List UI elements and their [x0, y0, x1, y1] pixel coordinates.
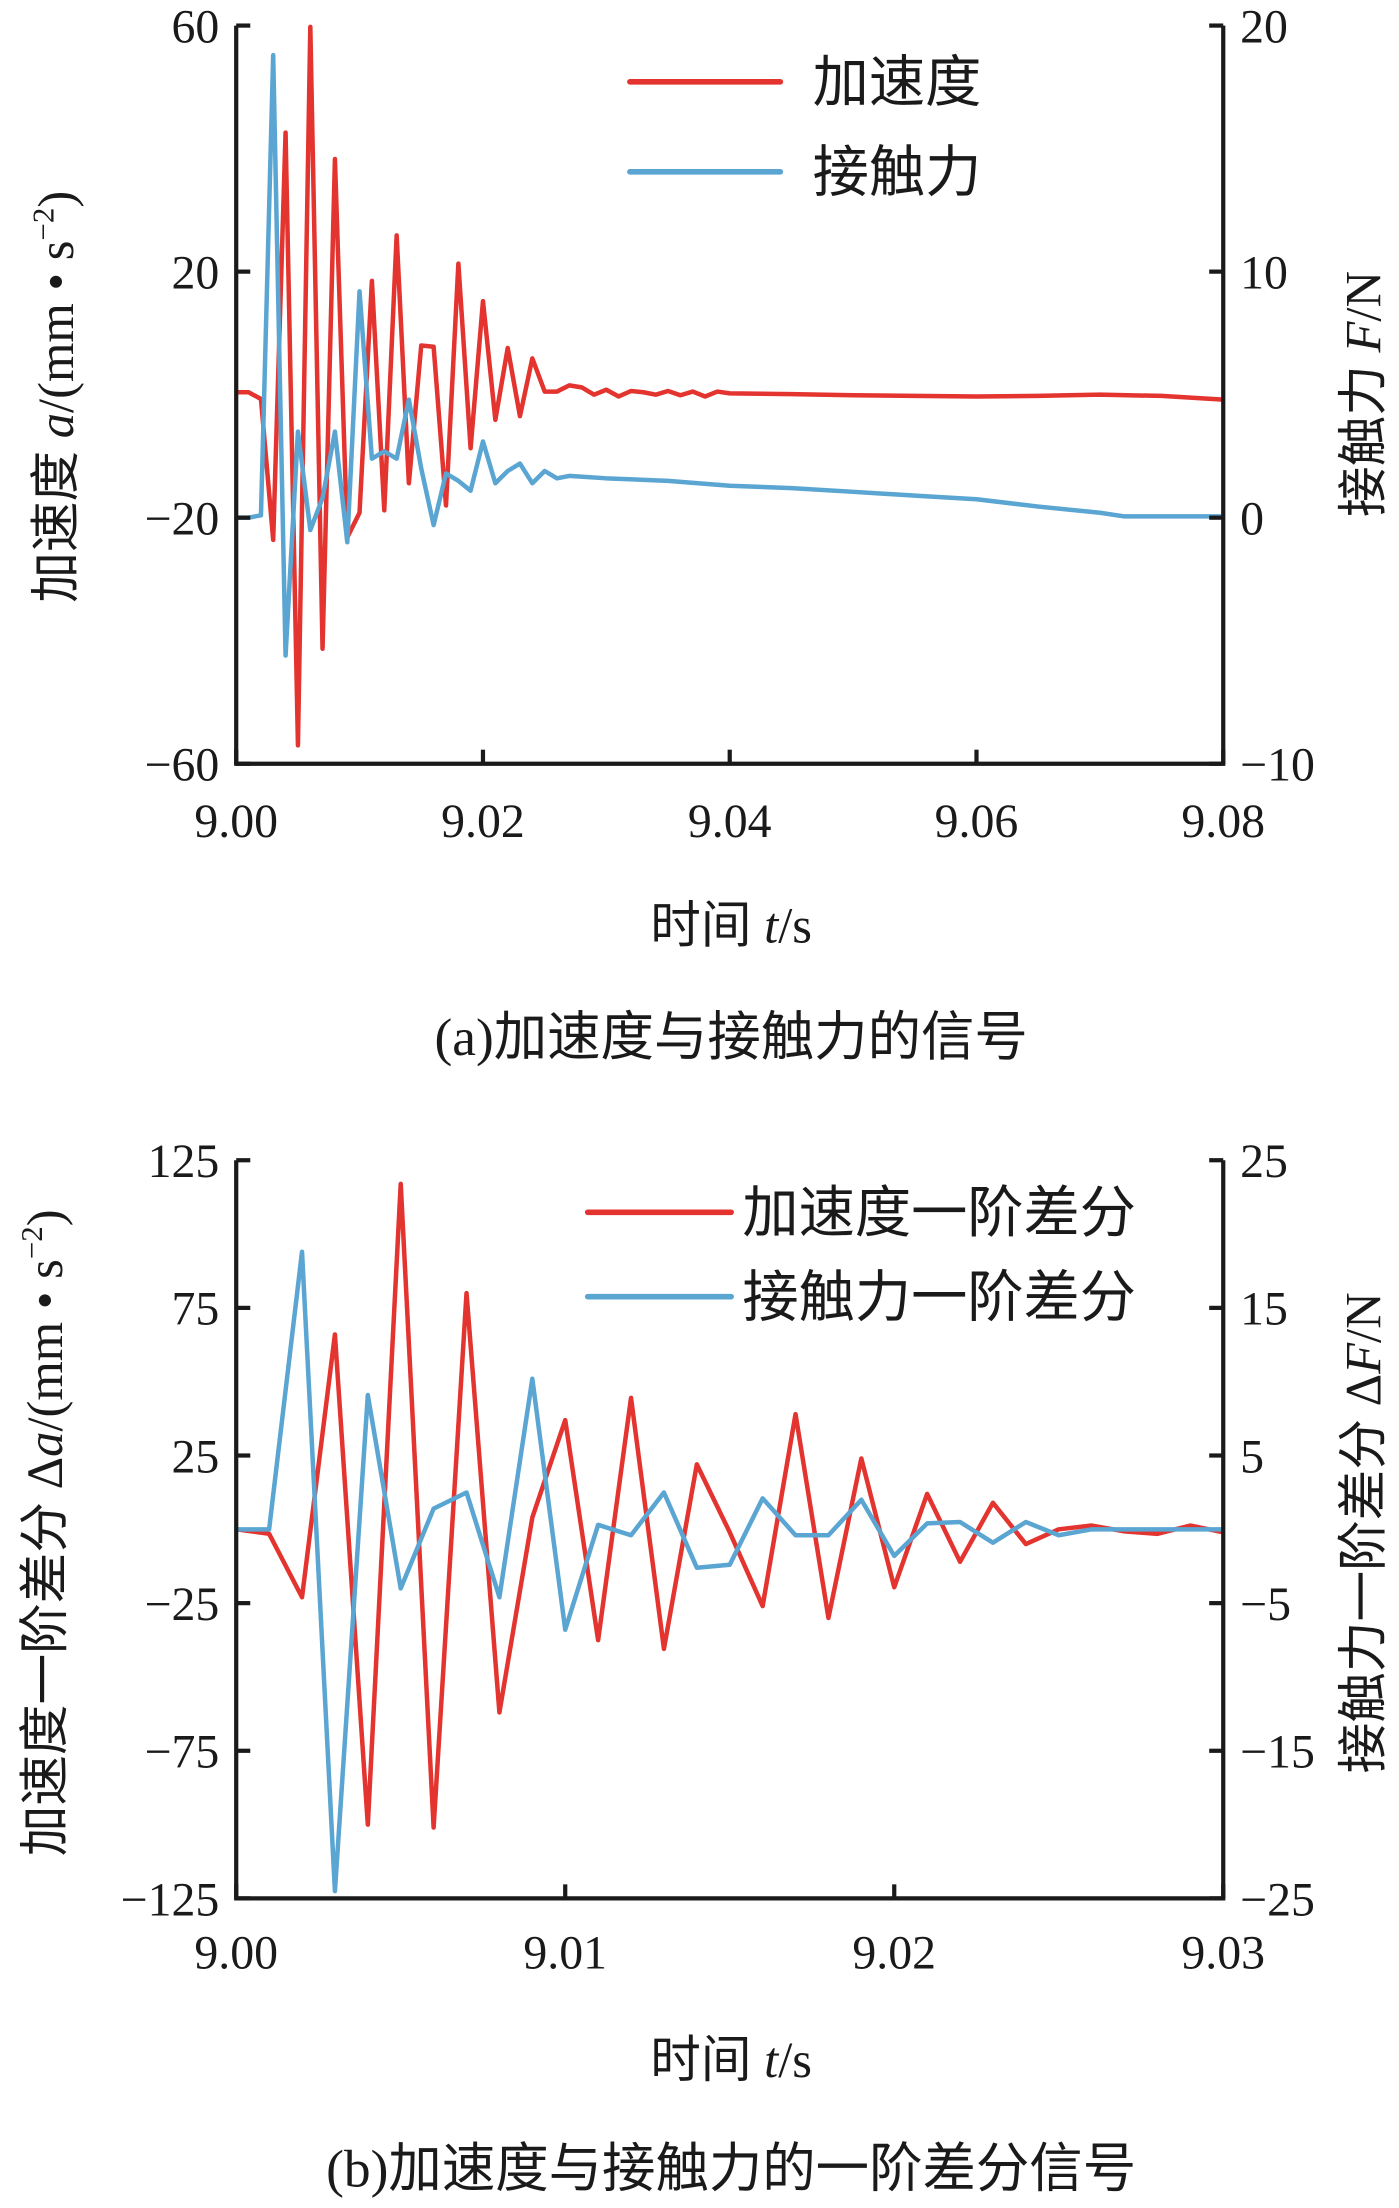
y-tick-label-right: 0 — [1240, 493, 1264, 546]
y-tick-label-left: −20 — [145, 493, 220, 546]
y-tick-label-left: 75 — [172, 1283, 220, 1336]
x-tick-label: 9.00 — [194, 795, 278, 848]
series-line-contact-force — [236, 52, 1224, 658]
x-tick-label: 9.02 — [441, 795, 525, 848]
chart-a-ylabel-left: 加速度 a/(mm • s−2) — [25, 191, 84, 603]
series-line-acceleration — [236, 24, 1224, 748]
y-tick-label-left: 60 — [172, 0, 220, 53]
x-tick-label: 9.00 — [194, 1927, 278, 1980]
y-tick-label-right: −10 — [1240, 739, 1315, 792]
y-tick-label-right: −5 — [1240, 1578, 1291, 1631]
legend-label-force: 接触力 — [813, 142, 982, 204]
y-tick-label-left: −60 — [145, 739, 220, 792]
y-tick-label-right: −25 — [1240, 1873, 1315, 1926]
chart-a-xlabel: 时间 t/s — [650, 897, 812, 953]
chart-b-caption: (b)加速度与接触力的一阶差分信号 — [326, 2139, 1136, 2199]
y-tick-label-left: −25 — [145, 1578, 220, 1631]
y-tick-label-left: 20 — [172, 247, 220, 300]
chart-b-xlabel: 时间 t/s — [650, 2032, 812, 2088]
x-tick-label: 9.03 — [1181, 1927, 1265, 1980]
x-tick-label: 9.02 — [852, 1927, 936, 1980]
y-tick-label-right: 15 — [1240, 1283, 1288, 1336]
y-tick-label-right: 10 — [1240, 247, 1288, 300]
y-tick-label-left: 125 — [148, 1135, 220, 1188]
chart-b-legend: 加速度一阶差分 接触力一阶差分 — [584, 1183, 1136, 1329]
legend-label-force-diff: 接触力一阶差分 — [742, 1267, 1136, 1329]
y-tick-label-left: −125 — [121, 1873, 220, 1926]
series-line-contact-force — [236, 1249, 1224, 1894]
chart-a-caption: (a)加速度与接触力的信号 — [434, 1007, 1027, 1067]
y-tick-label-right: 5 — [1240, 1430, 1264, 1483]
x-tick-label: 9.06 — [935, 795, 1019, 848]
y-tick-label-left: 25 — [172, 1430, 220, 1483]
legend-label-accel: 加速度 — [813, 53, 982, 115]
x-tick-label: 9.01 — [523, 1927, 607, 1980]
chart-a: 9.00 9.02 9.04 9.06 9.08 60 20 −20 −60 20 10 0 −10 加… — [25, 0, 1391, 1066]
x-tick-label: 9.04 — [688, 795, 772, 848]
chart-b-ylabel-right: 接触力一阶差分 ΔF/N — [1336, 1292, 1392, 1773]
chart-a-plot: 9.00 9.02 9.04 9.06 9.08 60 20 −20 −60 20 10 0 −10 — [145, 0, 1315, 847]
chart-b-plot: 9.00 9.01 9.02 9.03 125 75 25 −25 −75 −125 25 15 5 −5… — [121, 1135, 1315, 1980]
y-tick-label-left: −75 — [145, 1726, 220, 1779]
chart-a-legend: 加速度 接触力 — [627, 53, 982, 204]
legend-label-accel-diff: 加速度一阶差分 — [742, 1183, 1136, 1245]
chart-b-ylabel-left: 加速度一阶差分 Δa/(mm • s−2) — [14, 1209, 73, 1856]
chart-b: 9.00 9.01 9.02 9.03 125 75 25 −25 −75 −125 25 15 5 −5… — [14, 1135, 1392, 2199]
chart-a-ylabel-right: 接触力 F/N — [1336, 271, 1392, 517]
y-tick-label-right: 20 — [1240, 0, 1288, 53]
x-tick-label: 9.08 — [1181, 795, 1265, 848]
y-tick-label-right: 25 — [1240, 1135, 1288, 1188]
y-tick-label-right: −15 — [1240, 1726, 1315, 1779]
series-line-acceleration — [235, 1181, 1224, 1830]
